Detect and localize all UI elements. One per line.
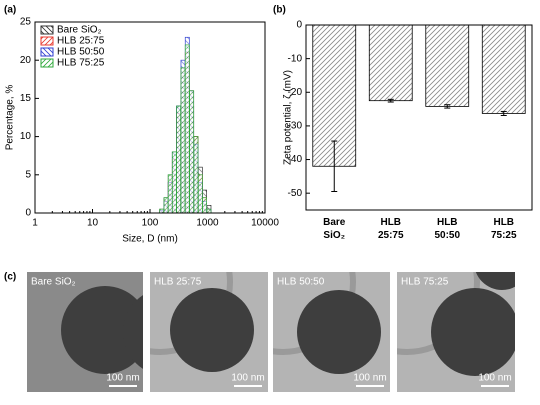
y-tick-label: 15 (20, 93, 32, 104)
panel-label: (c) (4, 272, 16, 283)
x-tick-label: HLB 75:25 (491, 217, 517, 241)
scale-bar-label: 100 nm (106, 373, 139, 384)
bar (202, 197, 207, 214)
panel-label: (a) (4, 5, 16, 16)
bar (176, 105, 182, 214)
bar (193, 136, 199, 214)
micrograph-title: HLB 25:75 (154, 277, 202, 288)
micrograph (397, 272, 515, 392)
bar (189, 90, 195, 214)
y-tick-label: 25 (20, 17, 32, 28)
bar (206, 208, 212, 214)
bar (184, 44, 190, 214)
micrograph-title: Bare SiO₂ (31, 277, 76, 288)
legend-label: HLB 50:50 (57, 47, 105, 58)
y-tick-label: -50 (288, 188, 303, 199)
y-tick-label: -20 (288, 87, 303, 98)
y-tick-label: -10 (288, 53, 303, 64)
y-tick-label: -40 (288, 154, 303, 165)
bar (481, 24, 526, 114)
x-tick-label: 1 (32, 218, 38, 229)
micrograph (27, 272, 143, 392)
x-tick-label: 100 (142, 218, 159, 229)
scale-bar-label: 100 nm (478, 373, 511, 384)
legend-label: Bare SiO₂ (57, 25, 102, 36)
legend-swatch (40, 36, 54, 46)
x-tick-label: HLB 25:75 (378, 217, 404, 241)
legend-label: HLB 75:25 (57, 58, 105, 69)
x-tick-label: Bare SiO₂ (323, 217, 346, 241)
micrograph (150, 272, 268, 392)
legend-swatch (40, 47, 54, 57)
y-tick-label: 0 (296, 20, 302, 31)
x-tick-label: 10000 (251, 218, 279, 229)
bar (159, 208, 165, 214)
y-tick-label: -30 (288, 121, 303, 132)
legend-swatch (40, 58, 54, 68)
bar (180, 67, 186, 214)
error-bar (387, 98, 394, 103)
bar (425, 24, 470, 107)
error-bar (331, 140, 338, 192)
bar (163, 197, 169, 214)
error-bar (444, 104, 451, 109)
error-bar (500, 110, 507, 116)
scale-bar-label: 100 nm (353, 373, 386, 384)
bar (167, 174, 173, 214)
micrograph-title: HLB 75:25 (401, 277, 449, 288)
y-axis-label: Percentage, % (5, 85, 16, 151)
bar (197, 174, 203, 214)
micrograph-title: HLB 50:50 (277, 277, 325, 288)
micrograph (273, 272, 390, 392)
plot-frame (34, 21, 266, 214)
y-tick-label: 10 (20, 131, 32, 142)
x-axis-label: Size, D (nm) (122, 234, 178, 245)
y-tick-label: 20 (20, 55, 32, 66)
x-tick-label: 1000 (196, 218, 219, 229)
x-tick-label: HLB 50:50 (434, 217, 460, 241)
legend-swatch (40, 25, 54, 35)
legend-label: HLB 25:75 (57, 36, 105, 47)
bar (171, 151, 177, 214)
y-axis-label: Zeta potential, ζ (mV) (283, 70, 294, 165)
y-tick-label: 5 (25, 169, 31, 180)
scale-bar-label: 100 nm (231, 373, 264, 384)
panel-label: (b) (273, 5, 286, 16)
plot-frame (305, 24, 533, 211)
x-tick-label: 10 (87, 218, 99, 229)
y-tick-label: 0 (25, 208, 31, 219)
bar (368, 24, 413, 102)
